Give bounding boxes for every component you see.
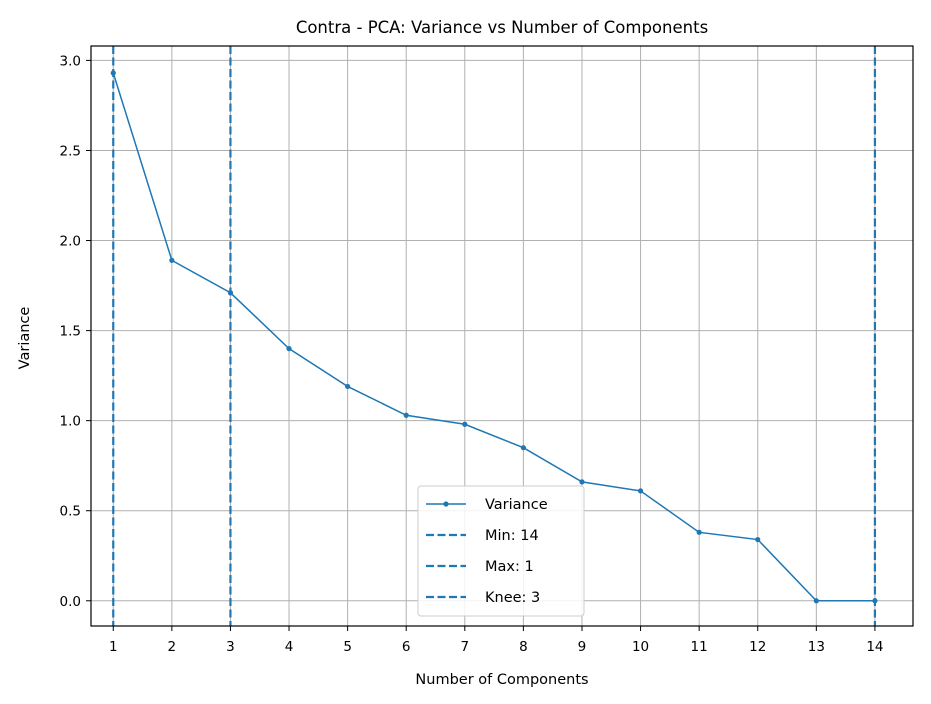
legend: Variance Min: 14 Max: 1 Knee: 3 xyxy=(417,485,585,617)
x-tick-label: 5 xyxy=(343,639,352,655)
x-tick-label: 8 xyxy=(519,639,528,655)
plot-frame xyxy=(90,45,914,627)
y-tick-label: 1.0 xyxy=(60,414,81,430)
data-point xyxy=(286,346,292,352)
x-tick-label: 9 xyxy=(578,639,587,655)
x-tick-label: 11 xyxy=(691,639,708,655)
legend-box xyxy=(417,485,585,617)
data-point xyxy=(520,445,526,451)
data-point xyxy=(755,536,761,543)
x-tick-label: 1 xyxy=(109,639,118,655)
y-tick-label: 3.0 xyxy=(60,53,81,69)
y-tick-label: 0.5 xyxy=(60,504,81,520)
x-tick-label: 13 xyxy=(808,639,825,655)
data-point xyxy=(169,257,175,263)
data-point xyxy=(227,290,234,296)
y-tick-label: 0.0 xyxy=(60,594,81,610)
data-point xyxy=(403,412,409,418)
x-tick-label: 4 xyxy=(285,639,294,655)
data-point xyxy=(637,488,644,494)
x-tick-label: 3 xyxy=(226,639,235,655)
x-tick-label: 10 xyxy=(632,639,649,655)
x-tick-label: 7 xyxy=(460,639,469,655)
legend-label: Knee: 3 xyxy=(485,590,540,606)
data-point xyxy=(110,70,116,76)
x-tick-label: 14 xyxy=(866,639,883,655)
x-tick-label: 2 xyxy=(168,639,177,655)
x-tick-label: 6 xyxy=(402,639,411,655)
data-point xyxy=(579,479,585,485)
x-axis-label: Number of Components xyxy=(415,672,588,688)
legend-label: Max: 1 xyxy=(485,559,534,575)
y-tick-label: 1.5 xyxy=(60,324,81,340)
data-point xyxy=(345,383,351,390)
data-point xyxy=(813,598,819,604)
y-tick-label: 2.5 xyxy=(60,143,81,159)
x-axis-ticks: 1 2 3 4 5 6 7 8 9 10 11 12 13 14 xyxy=(109,626,884,655)
reference-lines xyxy=(112,46,877,626)
legend-marker xyxy=(443,501,449,507)
data-point xyxy=(872,598,878,604)
y-axis-ticks: 0.0 0.5 1.0 1.5 2.0 2.5 3.0 xyxy=(60,53,91,610)
data-point xyxy=(462,421,468,427)
y-tick-label: 2.0 xyxy=(60,234,81,250)
data-point xyxy=(696,529,702,535)
y-axis-label: Variance xyxy=(17,307,33,370)
legend-label: Variance xyxy=(485,497,548,513)
chart-title: Contra - PCA: Variance vs Number of Comp… xyxy=(296,18,708,37)
series-line xyxy=(112,72,875,602)
legend-label: Min: 14 xyxy=(485,528,539,544)
x-tick-label: 12 xyxy=(749,639,766,655)
series-variance xyxy=(110,70,878,604)
